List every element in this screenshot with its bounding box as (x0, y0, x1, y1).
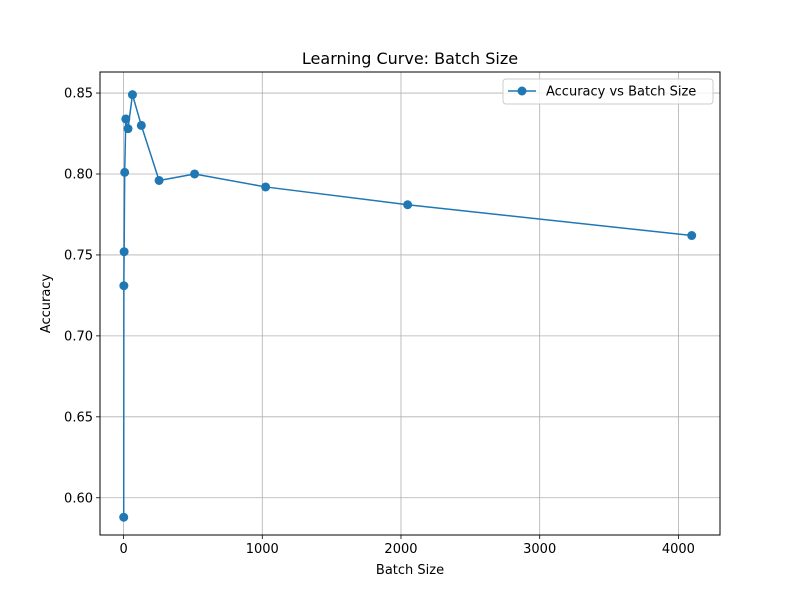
x-tick-label: 3000 (523, 542, 556, 557)
data-point (136, 120, 146, 130)
x-tick-label: 2000 (384, 542, 417, 557)
legend-marker-sample (517, 86, 527, 96)
data-point (119, 247, 129, 257)
data-point (120, 167, 130, 177)
y-axis-label: Accuracy (39, 274, 54, 334)
y-tick-label: 0.75 (64, 248, 93, 263)
legend-label: Accuracy vs Batch Size (546, 85, 696, 100)
y-tick-label: 0.60 (64, 491, 93, 506)
grid (100, 72, 720, 535)
data-point (403, 200, 413, 210)
data-point (154, 175, 164, 185)
data-point (190, 169, 200, 179)
data-point (123, 124, 133, 134)
data-point (127, 90, 137, 100)
data-point (121, 114, 131, 124)
x-tick-label: 4000 (662, 542, 695, 557)
data-point (261, 182, 271, 192)
x-tick-label: 0 (119, 542, 127, 557)
chart-title: Learning Curve: Batch Size (302, 49, 518, 68)
y-tick-label: 0.65 (64, 410, 93, 425)
ticks: 0 1000 2000 3000 4000 0.60 0.65 0.70 0.75 0.80 0.8… (64, 87, 695, 557)
data-point (119, 281, 129, 291)
y-tick-label: 0.70 (64, 329, 93, 344)
legend-box (502, 78, 714, 105)
y-tick-label: 0.85 (64, 87, 93, 102)
series-line (122, 93, 692, 518)
x-axis-label: Batch Size (376, 563, 444, 578)
data-point (687, 231, 697, 241)
x-tick-label: 1000 (246, 542, 279, 557)
legend: Accuracy vs Batch Size (502, 78, 714, 105)
y-tick-label: 0.80 (64, 167, 93, 182)
axes-frame (99, 71, 721, 536)
plot-area (119, 90, 697, 522)
data-point (119, 512, 129, 522)
